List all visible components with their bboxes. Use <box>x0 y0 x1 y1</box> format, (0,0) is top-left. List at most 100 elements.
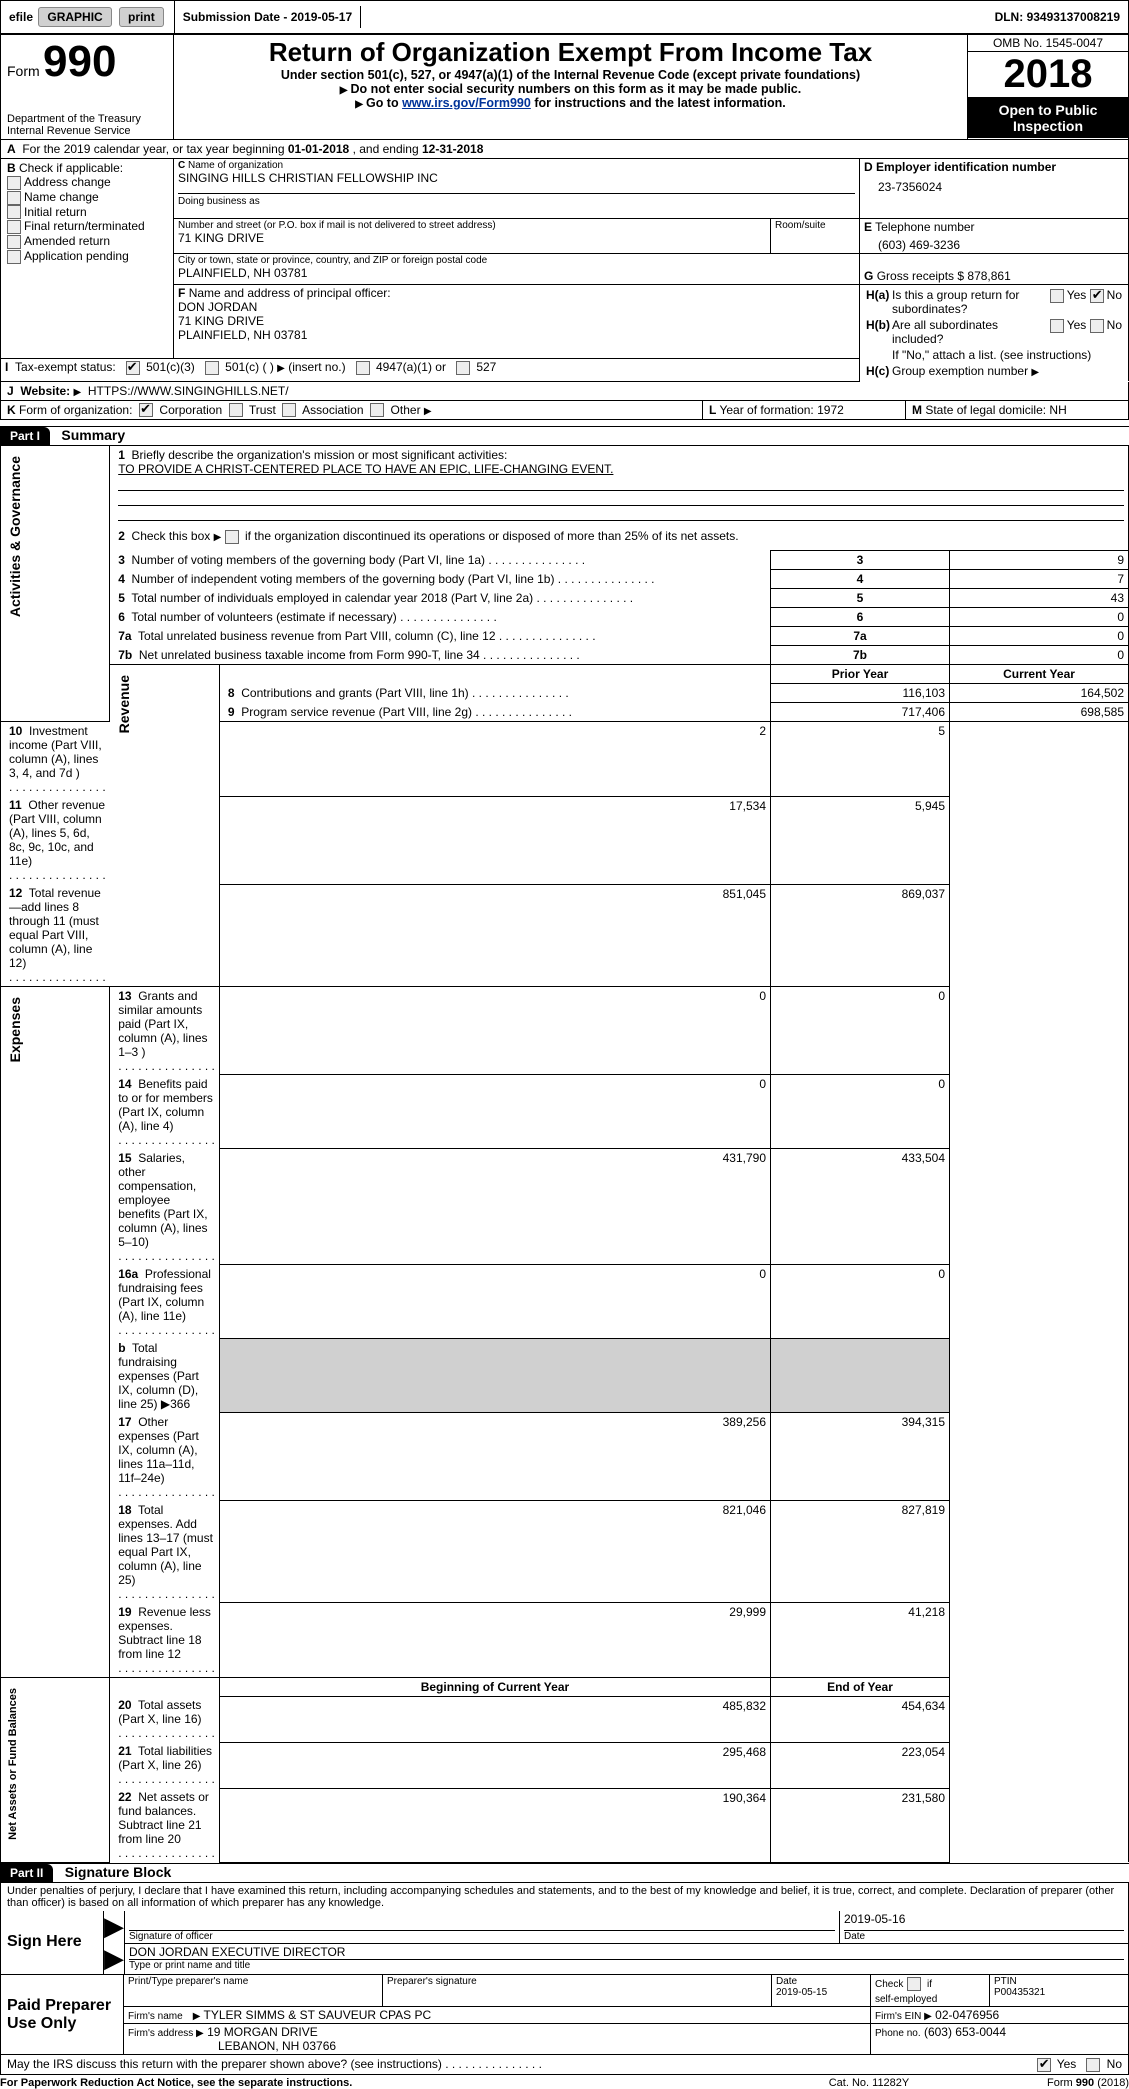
firm-address-2: LEBANON, NH 03766 <box>128 2039 336 2053</box>
prep-sig-label: Preparer's signature <box>387 1976 767 1987</box>
sig-officer-label: Signature of officer <box>129 1931 835 1942</box>
submission-date: Submission Date - 2019-05-17 <box>175 6 361 28</box>
summary-row: 4 Number of independent voting members o… <box>1 570 1129 589</box>
part-i-title: Summary <box>53 427 125 443</box>
checkbox-final-return[interactable] <box>7 220 21 234</box>
irs-label: Internal Revenue Service <box>7 125 167 137</box>
sig-date-label: Date <box>844 1931 1124 1942</box>
cat-no: Cat. No. 11282Y <box>769 2077 969 2089</box>
website-value: HTTPS://WWW.SINGINGHILLS.NET/ <box>88 384 289 398</box>
line-j-website: J Website: HTTPS://WWW.SINGINGHILLS.NET/ <box>0 382 1129 401</box>
form-word: Form <box>7 63 40 79</box>
section-b-checkboxes: B Check if applicable: Address change Na… <box>1 159 174 359</box>
sign-arrow-icon-2: ▶ <box>104 1943 125 1975</box>
self-employed-checkbox[interactable] <box>907 1977 921 1991</box>
ha-yes-checkbox[interactable] <box>1050 289 1064 303</box>
4947-checkbox[interactable] <box>356 361 370 375</box>
line-m-state: M State of legal domicile: NH <box>906 401 1129 420</box>
open-to-public: Open to PublicInspection <box>968 98 1128 138</box>
instructions-link[interactable]: www.irs.gov/Form990 <box>402 96 531 110</box>
checkbox-initial-return[interactable] <box>7 205 21 219</box>
org-name-label: Name of organization <box>188 160 283 171</box>
ptin-value: P00435321 <box>994 1987 1124 1998</box>
line-a-tax-year: A For the 2019 calendar year, or tax yea… <box>0 140 1129 159</box>
efile-label: efile GRAPHIC print <box>1 1 175 33</box>
assoc-checkbox[interactable] <box>282 403 296 417</box>
summary-row: 3 Number of voting members of the govern… <box>1 551 1129 570</box>
summary-row: 19 Revenue less expenses. Subtract line … <box>1 1603 1129 1678</box>
discuss-yes-checkbox[interactable] <box>1037 2058 1051 2072</box>
sign-arrow-icon: ▶ <box>104 1911 125 1944</box>
ptin-label: PTIN <box>994 1976 1124 1987</box>
street-label: Number and street (or P.O. box if mail i… <box>178 220 766 231</box>
col-current-year: Current Year <box>950 665 1129 684</box>
form-subtitle-3: Go to www.irs.gov/Form990 for instructio… <box>180 96 961 110</box>
line1-mission: TO PROVIDE A CHRIST-CENTERED PLACE TO HA… <box>118 462 613 476</box>
527-checkbox[interactable] <box>456 361 470 375</box>
top-bar: efile GRAPHIC print Submission Date - 20… <box>0 0 1129 34</box>
form-footer: Form 990 (2018) <box>969 2077 1129 2089</box>
org-name: SINGING HILLS CHRISTIAN FELLOWSHIP INC <box>178 171 855 185</box>
paid-preparer-label: Paid Preparer Use Only <box>7 1997 117 2033</box>
summary-row: 15 Salaries, other compensation, employe… <box>1 1149 1129 1265</box>
line1-label: Briefly describe the organization's miss… <box>132 448 508 462</box>
city-value: PLAINFIELD, NH 03781 <box>178 266 855 280</box>
summary-row: 5 Total number of individuals employed i… <box>1 589 1129 608</box>
part-i-header: Part I <box>0 427 50 445</box>
omb-number: OMB No. 1545-0047 <box>968 35 1128 52</box>
corp-checkbox[interactable] <box>139 403 153 417</box>
summary-row: 7b Net unrelated business taxable income… <box>1 646 1129 665</box>
form-title: Return of Organization Exempt From Incom… <box>180 37 961 68</box>
dln: DLN: 93493137008219 <box>987 6 1128 28</box>
section-e-phone: E Telephone number (603) 469-3236 <box>860 219 1129 254</box>
print-button[interactable]: print <box>119 7 164 27</box>
section-g-gross: G Gross receipts $ 878,861 <box>860 254 1129 285</box>
firm-address-1: 19 MORGAN DRIVE <box>207 2025 318 2039</box>
checkbox-name-change[interactable] <box>7 191 21 205</box>
typed-name-label: Type or print name and title <box>129 1960 1124 1971</box>
graphic-button[interactable]: GRAPHIC <box>38 7 111 27</box>
line2-checkbox[interactable] <box>225 530 239 544</box>
phone-value: (603) 469-3236 <box>864 234 1124 252</box>
tax-year: 2018 <box>968 52 1128 98</box>
firm-name-value: TYLER SIMMS & ST SAUVEUR CPAS PC <box>204 2008 432 2022</box>
paperwork-notice: For Paperwork Reduction Act Notice, see … <box>0 2077 769 2089</box>
part-ii-title: Signature Block <box>57 1864 172 1880</box>
summary-row: 16a Professional fundraising fees (Part … <box>1 1265 1129 1339</box>
checkbox-address-change[interactable] <box>7 176 21 190</box>
trust-checkbox[interactable] <box>229 403 243 417</box>
street-value: 71 KING DRIVE <box>178 231 766 245</box>
other-checkbox[interactable] <box>370 403 384 417</box>
side-label-revenue: Revenue <box>114 667 134 741</box>
501c-other-checkbox[interactable] <box>205 361 219 375</box>
discuss-no-checkbox[interactable] <box>1086 2058 1100 2072</box>
ha-no-checkbox[interactable] <box>1090 289 1104 303</box>
discuss-with-preparer: May the IRS discuss this return with the… <box>1 2055 947 2074</box>
room-suite-label: Room/suite <box>775 220 855 231</box>
col-prior-year: Prior Year <box>771 665 950 684</box>
hb-no-checkbox[interactable] <box>1090 319 1104 333</box>
ein-value: 23-7356024 <box>864 174 1124 194</box>
summary-row: 13 Grants and similar amounts paid (Part… <box>1 987 1129 1075</box>
section-h: H(a)Is this a group return for subordina… <box>860 285 1129 382</box>
line-i-tax-status: I Tax-exempt status: 501(c)(3) 501(c) ( … <box>1 359 860 381</box>
sig-date-value: 2019-05-16 <box>844 1912 1124 1931</box>
form-subtitle-2: Do not enter social security numbers on … <box>180 82 961 96</box>
col-end-year: End of Year <box>771 1677 950 1696</box>
section-f-officer: F Name and address of principal officer:… <box>174 285 860 359</box>
prep-date-label: Date <box>776 1976 866 1987</box>
form-number: 990 <box>43 37 116 86</box>
city-label: City or town, state or province, country… <box>178 255 855 266</box>
form-header: Form 990 Department of the Treasury Inte… <box>0 34 1129 140</box>
dept-treasury: Department of the Treasury <box>7 113 167 125</box>
hb-yes-checkbox[interactable] <box>1050 319 1064 333</box>
prep-name-label: Print/Type preparer's name <box>128 1976 378 1987</box>
501c3-checkbox[interactable] <box>126 361 140 375</box>
checkbox-app-pending[interactable] <box>7 250 21 264</box>
firm-phone-value: (603) 653-0044 <box>924 2025 1006 2039</box>
checkbox-amended[interactable] <box>7 235 21 249</box>
sign-here-label: Sign Here <box>7 1933 97 1951</box>
summary-row: 20 Total assets (Part X, line 16) 485,83… <box>1 1696 1129 1742</box>
section-d-ein: D Employer identification number 23-7356… <box>860 159 1129 219</box>
firm-ein-value: 02-0476956 <box>935 2008 999 2022</box>
